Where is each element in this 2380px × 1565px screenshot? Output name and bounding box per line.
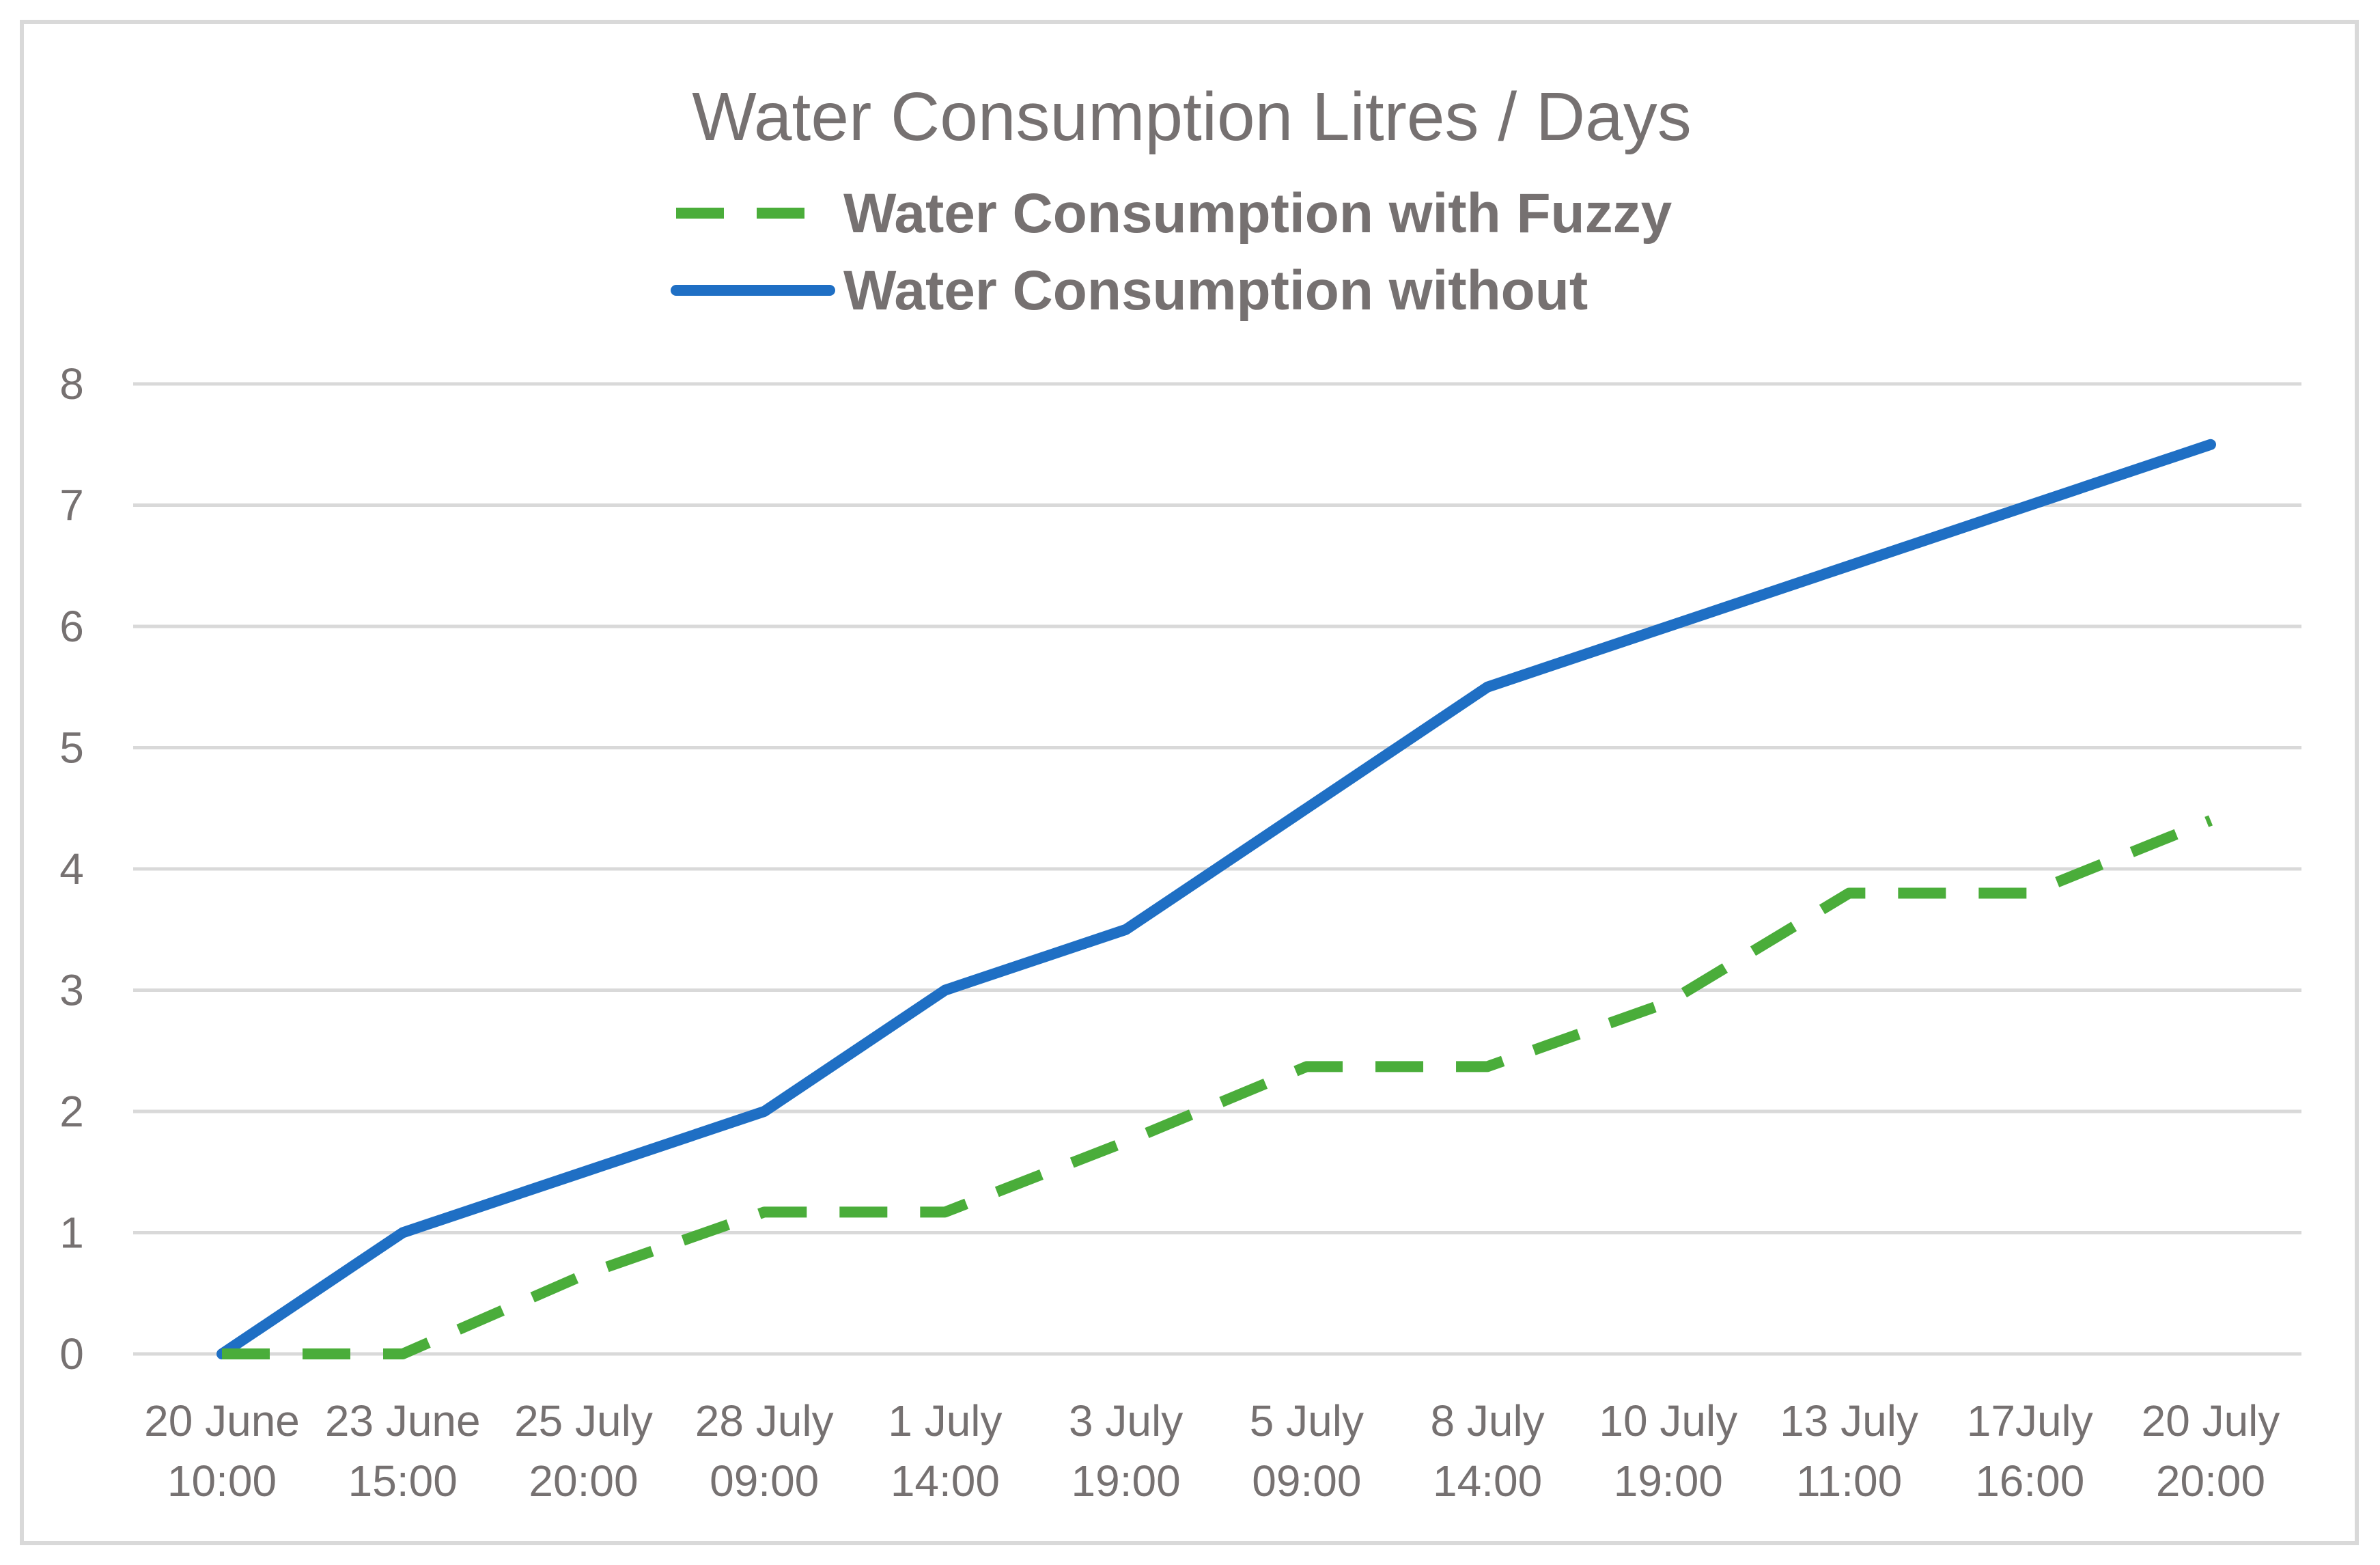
x-tick-label: 23 June [325, 1396, 481, 1445]
y-tick-label: 1 [59, 1208, 84, 1258]
series-lines [216, 439, 2216, 1359]
y-tick-label: 6 [59, 602, 84, 651]
x-tick-label: 5 July [1250, 1396, 1364, 1445]
x-axis-ticks: 20 June 10:00 23 June 15:00 25 July 20:00 28 J… [144, 1396, 2280, 1506]
y-tick-label: 5 [59, 723, 84, 773]
chart-frame [20, 20, 2359, 1545]
y-tick-label: 4 [59, 844, 84, 894]
y-tick-label: 0 [59, 1329, 84, 1379]
x-tick-label: 20:00 [2156, 1456, 2265, 1506]
x-tick-label: 14:00 [1433, 1456, 1542, 1506]
series-line-with-fuzzy [222, 815, 2213, 1359]
legend: Water Consumption with Fuzzy Water Consum… [671, 182, 1672, 322]
x-tick-label: 10:00 [167, 1456, 277, 1506]
x-tick-label: 16:00 [1975, 1456, 2084, 1506]
x-tick-label: 25 July [514, 1396, 653, 1445]
x-tick-label: 09:00 [1252, 1456, 1361, 1506]
x-tick-label: 19:00 [1072, 1456, 1181, 1506]
series-line-without [216, 439, 2216, 1359]
x-tick-label: 8 July [1430, 1396, 1544, 1445]
y-tick-label: 3 [59, 966, 84, 1015]
x-tick-label: 3 July [1069, 1396, 1183, 1445]
x-tick-label: 10 July [1599, 1396, 1737, 1445]
y-tick-label: 7 [59, 481, 84, 530]
x-tick-label: 19:00 [1614, 1456, 1723, 1506]
x-tick-label: 20:00 [529, 1456, 638, 1506]
y-tick-label: 8 [59, 359, 84, 408]
x-tick-label: 09:00 [710, 1456, 819, 1506]
x-tick-label: 20 July [2142, 1396, 2280, 1445]
x-tick-label: 17July [1967, 1396, 2093, 1445]
legend-label: Water Consumption without [843, 260, 1588, 322]
legend-label: Water Consumption with Fuzzy [843, 182, 1672, 245]
gridlines [133, 382, 2301, 1356]
y-tick-label: 2 [59, 1087, 84, 1136]
x-tick-label: 15:00 [348, 1456, 458, 1506]
x-tick-label: 13 July [1780, 1396, 1918, 1445]
y-axis-ticks: 0 1 2 3 4 5 6 7 8 [59, 359, 84, 1379]
chart-title: Water Consumption Litres / Days [692, 79, 1691, 155]
x-tick-label: 1 July [888, 1396, 1002, 1445]
x-tick-label: 20 June [144, 1396, 300, 1445]
x-tick-label: 11:00 [1796, 1456, 1902, 1506]
x-tick-label: 28 July [695, 1396, 834, 1445]
x-tick-label: 14:00 [891, 1456, 1000, 1506]
